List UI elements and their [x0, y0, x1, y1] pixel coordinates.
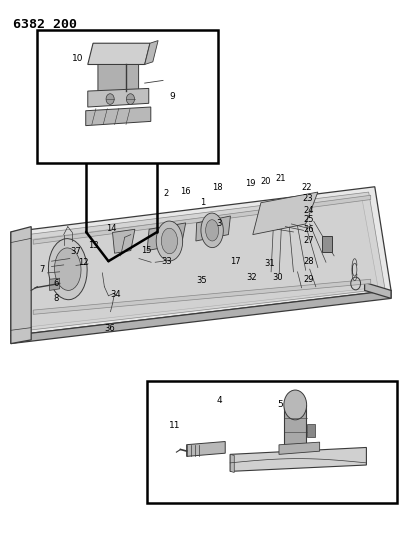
Polygon shape — [49, 278, 60, 290]
Text: 32: 32 — [247, 273, 257, 281]
Text: 36: 36 — [104, 324, 115, 333]
Text: 5: 5 — [277, 400, 283, 409]
Text: 35: 35 — [196, 276, 206, 285]
Polygon shape — [86, 107, 151, 126]
Text: 13: 13 — [88, 241, 99, 250]
Polygon shape — [33, 279, 371, 314]
Text: 26: 26 — [304, 225, 314, 234]
Text: 24: 24 — [304, 206, 314, 215]
Text: 6: 6 — [53, 279, 59, 288]
Ellipse shape — [161, 228, 177, 254]
Text: 8: 8 — [53, 294, 59, 303]
Ellipse shape — [156, 221, 183, 261]
Polygon shape — [186, 441, 225, 456]
Text: 9: 9 — [169, 92, 175, 101]
Polygon shape — [113, 229, 135, 253]
Text: 16: 16 — [180, 187, 190, 196]
Polygon shape — [11, 290, 391, 344]
Polygon shape — [19, 192, 385, 332]
Text: 3: 3 — [216, 220, 222, 229]
Polygon shape — [253, 192, 318, 235]
Text: 27: 27 — [304, 237, 314, 246]
Polygon shape — [279, 442, 319, 454]
Bar — [284, 405, 306, 448]
Circle shape — [126, 94, 135, 104]
Polygon shape — [27, 197, 378, 327]
Bar — [307, 424, 315, 437]
Text: 25: 25 — [304, 215, 314, 224]
Text: 34: 34 — [111, 289, 121, 298]
Text: 17: 17 — [231, 257, 241, 265]
Text: 20: 20 — [260, 177, 271, 186]
Polygon shape — [11, 227, 31, 344]
Text: 19: 19 — [245, 179, 255, 188]
Text: 30: 30 — [272, 273, 283, 281]
Polygon shape — [230, 454, 234, 472]
Text: 33: 33 — [161, 257, 172, 265]
Polygon shape — [33, 195, 371, 244]
Text: 4: 4 — [216, 396, 222, 405]
Text: 2: 2 — [163, 189, 169, 198]
Bar — [147, 381, 397, 503]
Polygon shape — [88, 43, 150, 64]
Text: 21: 21 — [275, 174, 286, 183]
Text: 6382 200: 6382 200 — [13, 18, 77, 31]
Polygon shape — [88, 88, 149, 107]
Text: 18: 18 — [212, 183, 223, 192]
Text: 1: 1 — [200, 198, 205, 207]
Ellipse shape — [49, 239, 87, 300]
Polygon shape — [145, 41, 158, 64]
Polygon shape — [365, 282, 391, 298]
Text: 28: 28 — [304, 257, 314, 265]
Text: 23: 23 — [302, 194, 313, 203]
Polygon shape — [11, 187, 391, 336]
Text: 31: 31 — [264, 259, 275, 268]
Polygon shape — [98, 64, 139, 94]
Text: 12: 12 — [78, 258, 89, 266]
Polygon shape — [147, 223, 186, 251]
Text: 14: 14 — [106, 224, 116, 233]
Text: 22: 22 — [302, 183, 312, 192]
Circle shape — [106, 94, 114, 104]
Text: 10: 10 — [72, 54, 83, 62]
Ellipse shape — [201, 213, 223, 248]
Ellipse shape — [206, 220, 219, 241]
Text: 11: 11 — [169, 422, 181, 431]
Text: 15: 15 — [141, 246, 151, 255]
Circle shape — [284, 390, 307, 420]
Bar — [322, 236, 332, 252]
Text: 29: 29 — [304, 274, 314, 284]
Text: 7: 7 — [39, 265, 45, 273]
Polygon shape — [230, 448, 366, 471]
Text: 37: 37 — [70, 247, 80, 256]
Bar — [37, 30, 218, 163]
Polygon shape — [196, 216, 231, 241]
Ellipse shape — [55, 248, 81, 290]
